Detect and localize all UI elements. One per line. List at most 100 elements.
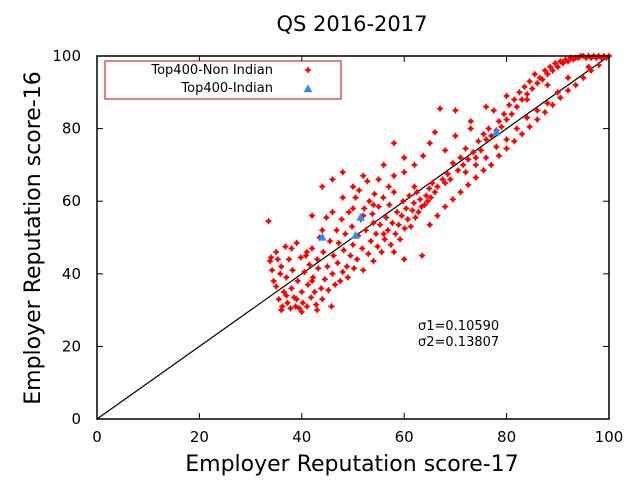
data-point	[482, 135, 490, 144]
data-point	[485, 125, 493, 133]
data-point	[328, 208, 337, 216]
data-point	[533, 106, 541, 115]
data-point	[449, 159, 457, 167]
data-point	[428, 179, 436, 187]
data-point	[467, 117, 475, 125]
data-point	[400, 154, 408, 162]
data-point	[503, 135, 511, 144]
data-point	[341, 230, 349, 238]
data-point	[365, 197, 373, 205]
data-point	[293, 239, 301, 247]
data-point	[286, 304, 295, 312]
data-point	[282, 273, 290, 281]
series-indian	[317, 127, 501, 241]
data-point	[425, 184, 433, 193]
data-point	[472, 154, 480, 162]
data-point	[376, 221, 384, 229]
data-point	[564, 57, 572, 65]
data-point	[390, 139, 398, 147]
data-point	[272, 248, 280, 256]
x-tick-label: 0	[92, 428, 102, 446]
data-point	[360, 204, 368, 213]
data-point	[480, 166, 488, 174]
data-point	[587, 66, 595, 75]
data-point	[356, 212, 365, 221]
data-point	[303, 302, 311, 311]
data-point	[374, 243, 382, 251]
data-point	[402, 204, 410, 213]
data-point	[544, 70, 552, 78]
data-point	[318, 183, 326, 191]
data-point	[295, 304, 303, 312]
data-point	[416, 195, 424, 203]
data-point	[308, 212, 316, 220]
data-point	[431, 128, 439, 136]
data-point	[533, 79, 541, 87]
data-point	[480, 130, 488, 138]
data-point	[451, 132, 459, 140]
data-point	[503, 92, 511, 100]
data-point	[503, 145, 511, 153]
data-point	[469, 148, 477, 156]
legend: Top400-Non Indian Top400-Indian	[104, 60, 342, 100]
data-point	[418, 252, 426, 260]
data-point	[408, 206, 416, 214]
data-point	[364, 250, 372, 258]
data-point	[554, 63, 562, 71]
data-point	[518, 96, 526, 104]
data-point	[487, 161, 495, 169]
data-point	[413, 188, 421, 196]
data-point	[462, 168, 470, 176]
data-point	[421, 201, 429, 209]
data-point	[410, 161, 418, 169]
data-point	[378, 248, 386, 256]
data-point	[328, 270, 337, 278]
data-point	[319, 248, 327, 256]
data-point	[492, 143, 500, 151]
data-point	[381, 235, 389, 243]
data-point	[288, 244, 296, 252]
data-point	[401, 224, 409, 232]
data-point	[314, 264, 322, 272]
data-point	[546, 63, 554, 71]
data-point	[528, 85, 536, 93]
data-point	[313, 306, 321, 314]
data-point	[307, 293, 315, 301]
data-point	[282, 292, 290, 300]
data-point	[348, 223, 356, 231]
data-point	[477, 146, 485, 154]
data-point	[359, 266, 367, 274]
data-point	[422, 192, 430, 200]
plot-area	[96, 52, 613, 420]
data-point	[317, 232, 327, 241]
data-point	[278, 302, 286, 311]
y-tick-label: 0	[71, 410, 81, 428]
data-point	[270, 277, 278, 285]
data-point	[523, 114, 531, 122]
data-point	[510, 96, 518, 104]
data-point	[462, 145, 470, 153]
data-point	[298, 308, 306, 316]
data-point	[387, 241, 395, 249]
data-point	[372, 230, 380, 238]
data-point	[400, 168, 408, 176]
data-point	[444, 170, 452, 178]
y-tick-label: 100	[52, 47, 81, 65]
data-point	[503, 115, 511, 124]
x-tick-label: 100	[595, 428, 624, 446]
data-point	[369, 257, 378, 265]
data-point	[308, 244, 316, 252]
x-axis-title: Employer Reputation score-17	[185, 452, 519, 477]
data-point	[272, 282, 280, 291]
data-point	[426, 221, 434, 229]
data-point	[283, 299, 292, 307]
data-point	[368, 210, 377, 218]
data-point	[559, 59, 567, 67]
data-point	[309, 273, 317, 281]
data-point	[369, 219, 378, 227]
data-point	[390, 172, 398, 180]
data-point	[464, 181, 472, 189]
data-point	[404, 215, 412, 223]
data-point	[367, 237, 375, 245]
data-point	[538, 76, 546, 84]
